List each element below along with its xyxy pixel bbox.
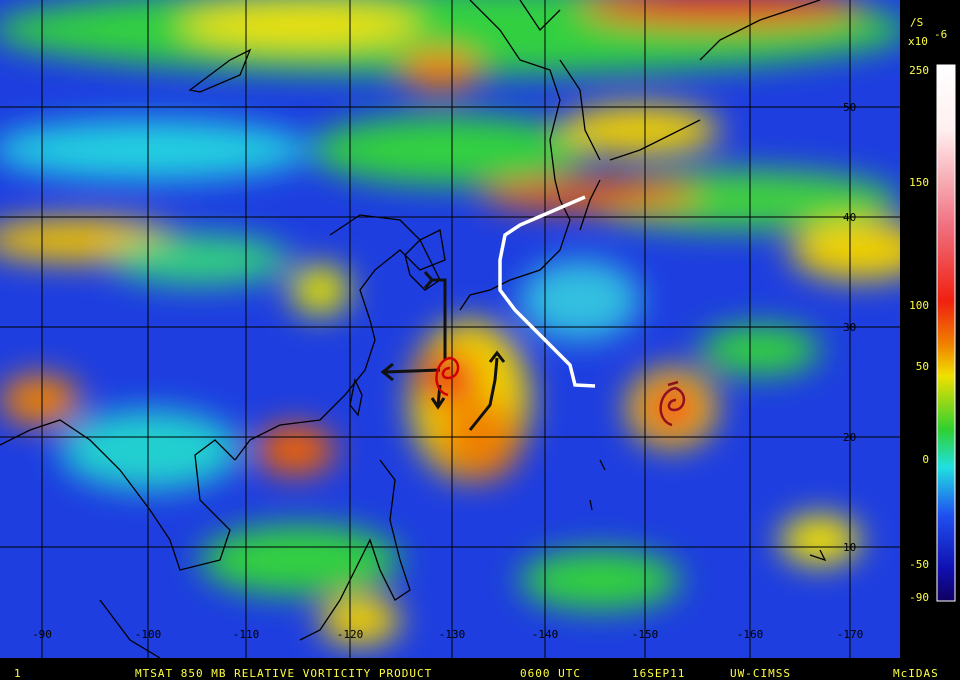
longitude-label: -130 (439, 628, 466, 641)
product-time: 0600 UTC (520, 667, 581, 680)
colorbar-unit: /S (910, 16, 923, 29)
colorbar-exponent: -6 (934, 28, 947, 41)
coastline (459, 179, 601, 311)
coastline (188, 48, 252, 93)
colorbar-label: 50 (916, 360, 929, 373)
coastline (234, 214, 446, 461)
arrow-head (430, 397, 446, 410)
coastline (589, 459, 827, 562)
product-source: UW-CIMSS (730, 667, 791, 680)
colorbar-label: 100 (909, 299, 929, 312)
map-area: 5040302010-90-100-110-120-130-140-150-16… (0, 0, 900, 658)
arrow-head (380, 362, 394, 382)
system-name: McIDAS (893, 667, 939, 680)
colorbar-panel: /S x10 -6 250 150 100 50 0 -50 -90 (900, 0, 960, 658)
colorbar-scale: x10 (908, 35, 928, 48)
colorbar-label: 0 (922, 453, 929, 466)
coastline (469, 0, 601, 201)
footer: 1 MTSAT 850 MB RELATIVE VORTICITY PRODUC… (0, 658, 960, 680)
arrow (384, 368, 441, 374)
footer-background (0, 658, 960, 680)
colorbar (936, 64, 956, 602)
colorbar-labels: 250 150 100 50 0 -50 -90 (909, 64, 929, 604)
longitude-label: -170 (837, 628, 864, 641)
colorbar-label: 150 (909, 176, 929, 189)
storm-symbol (435, 356, 460, 397)
arrow (432, 278, 447, 360)
product-date: 16SEP11 (632, 667, 685, 680)
colorbar-label: -90 (909, 591, 929, 604)
frame-number: 1 (14, 667, 22, 680)
coastlines (0, 0, 827, 658)
coastline (0, 419, 236, 571)
longitude-label: -150 (632, 628, 659, 641)
forecast-arrows (380, 271, 506, 431)
longitude-label: -90 (32, 628, 52, 641)
coastline (609, 0, 821, 161)
storm-track (498, 195, 596, 388)
colorbar-label: -50 (909, 558, 929, 571)
coastline (349, 377, 363, 417)
arrow-head (423, 271, 434, 289)
arrow-head (488, 350, 506, 363)
longitude-label: -110 (233, 628, 260, 641)
colorbar-label: 250 (909, 64, 929, 77)
coastline (99, 459, 411, 658)
longitude-label: -140 (532, 628, 559, 641)
vorticity-field (0, 0, 900, 645)
coastline (404, 238, 441, 291)
lat-lon-grid: 5040302010-90-100-110-120-130-140-150-16… (0, 0, 900, 658)
longitude-label: -100 (135, 628, 162, 641)
product-name: MTSAT 850 MB RELATIVE VORTICITY PRODUCT (135, 667, 432, 680)
longitude-label: -160 (737, 628, 764, 641)
longitude-label: -120 (337, 628, 364, 641)
arrow (468, 357, 499, 431)
storm-symbol (659, 380, 686, 427)
